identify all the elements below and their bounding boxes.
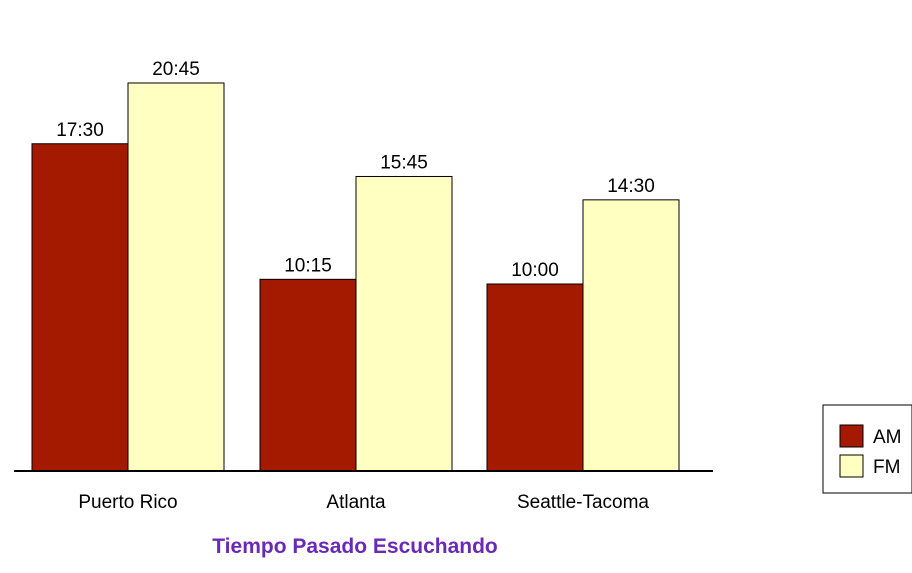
legend-frame [822, 404, 912, 494]
bar-am-puerto-rico [31, 143, 129, 472]
bar-fm-puerto-rico [127, 82, 225, 472]
legend-label-am: AM [873, 427, 902, 448]
bar-fm-atlanta [355, 175, 453, 472]
bar-am-seattle-tacoma [486, 283, 584, 472]
value-label: 10:15 [284, 255, 332, 276]
legend-swatch-fm [839, 454, 864, 478]
category-label: Seattle-Tacoma [517, 492, 649, 513]
value-label: 14:30 [607, 176, 655, 197]
category-label: Puerto Rico [78, 492, 177, 513]
value-label: 10:00 [511, 260, 559, 281]
value-label: 15:45 [380, 152, 428, 173]
legend-swatch-am [839, 424, 864, 448]
category-label: Atlanta [326, 492, 386, 513]
value-label: 17:30 [56, 120, 104, 141]
bars-group [31, 82, 680, 472]
value-labels-group: 17:30 20:45 10:15 15:45 10:00 14:30 [56, 59, 655, 281]
bar-fm-seattle-tacoma [582, 199, 680, 472]
legend: AM FM [822, 404, 912, 494]
value-label: 20:45 [152, 59, 200, 80]
category-labels-group: Puerto Rico Atlanta Seattle-Tacoma [78, 492, 649, 513]
legend-label-fm: FM [873, 457, 900, 478]
bar-am-atlanta [259, 278, 357, 472]
chart-title: Tiempo Pasado Escuchando [212, 535, 498, 558]
